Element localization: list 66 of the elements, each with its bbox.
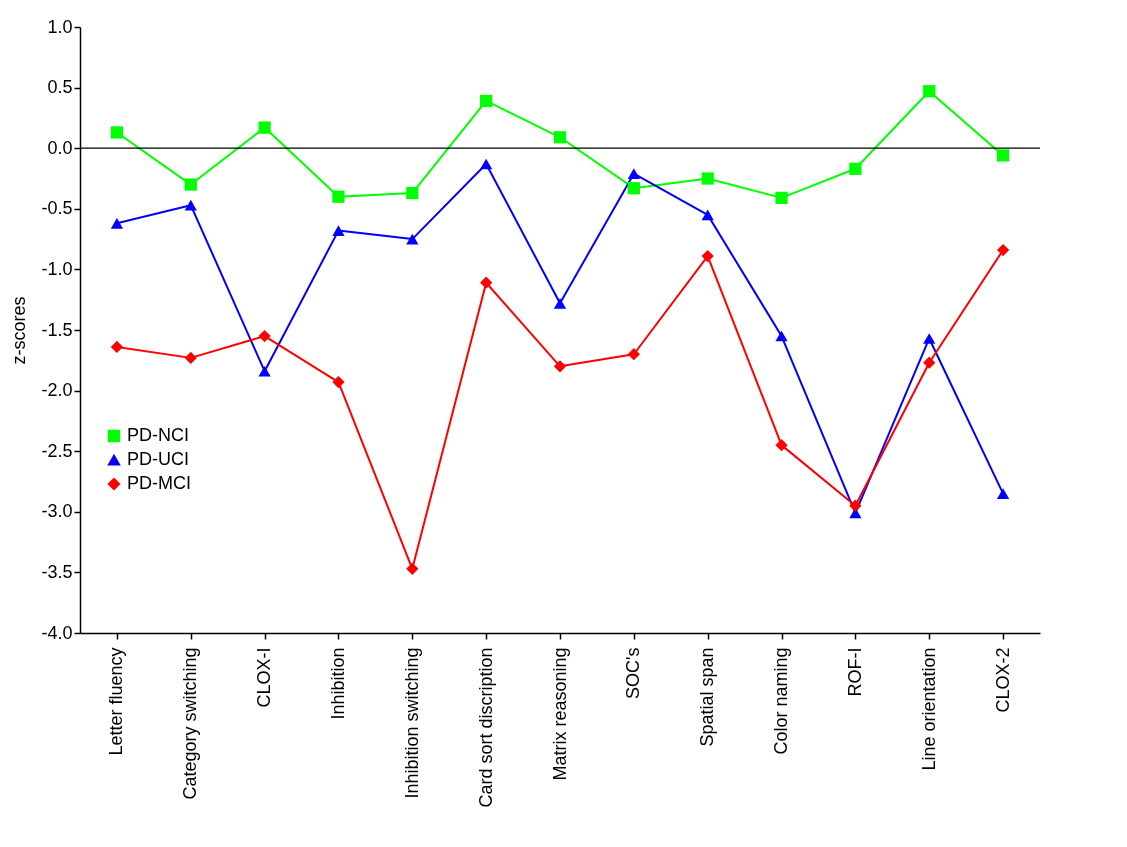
point [849,162,862,175]
x-tick-label: SOC's [623,647,644,699]
point [627,168,640,179]
x-tick-label: Card sort discription [475,647,496,808]
point [110,126,124,139]
x-tick-label: Letter fluency [106,647,127,756]
y-tick-label: -3.0 [41,501,73,522]
point [701,209,714,221]
point [258,365,271,377]
point [553,131,567,144]
point [332,375,345,389]
y-tick-label: -4.0 [41,622,73,643]
point [480,276,493,289]
point [406,562,419,575]
x-tick-label: Matrix reasoning [549,647,570,781]
point [849,499,862,512]
point [406,186,419,200]
point [775,191,788,205]
point [996,488,1010,499]
point [553,298,567,309]
point [701,172,714,185]
x-tick-label: Color naming [771,647,792,755]
point [923,85,936,98]
point [332,190,345,203]
x-tick-label: Category switching [180,647,201,800]
point [480,158,493,170]
y-tick-label: -1.5 [41,319,73,340]
point [996,149,1010,162]
point [110,218,124,229]
x-tick-label: Spatial span [697,647,718,747]
point [775,330,788,342]
x-tick-label: ROF-I [844,647,865,697]
point [258,121,271,134]
point [480,94,493,108]
legend-label: PD-MCI [127,473,191,493]
y-axis-title: z-scores [9,296,30,365]
x-tick-label: CLOX-I [254,647,275,708]
y-tick-label: 1.0 [47,16,73,37]
y-tick-label: -2.5 [41,440,73,461]
y-tick-label: 0.0 [47,137,73,158]
legend-label: PD-UCI [127,449,189,469]
y-tick-label: -0.5 [41,198,73,219]
point [258,329,271,343]
point [775,439,788,452]
point [996,243,1010,257]
legend-label: PD-NCI [127,425,189,445]
point [923,356,936,369]
y-tick-label: 0.5 [47,77,73,98]
point [701,249,714,263]
x-tick-label: Line orientation [918,647,939,771]
point [184,351,197,364]
y-tick-label: -3.5 [41,561,73,582]
point [627,348,640,361]
point [184,178,197,191]
y-tick-label: -1.0 [41,258,73,279]
point [332,225,345,236]
point [110,340,124,354]
point [923,333,936,344]
x-tick-label: CLOX-2 [992,647,1013,713]
y-tick-label: -2.0 [41,380,73,401]
point [553,360,567,373]
point [406,233,419,245]
x-tick-label: Inhibition [327,647,348,720]
point [184,199,197,211]
x-tick-label: Inhibition switching [401,647,422,799]
point [627,182,640,195]
